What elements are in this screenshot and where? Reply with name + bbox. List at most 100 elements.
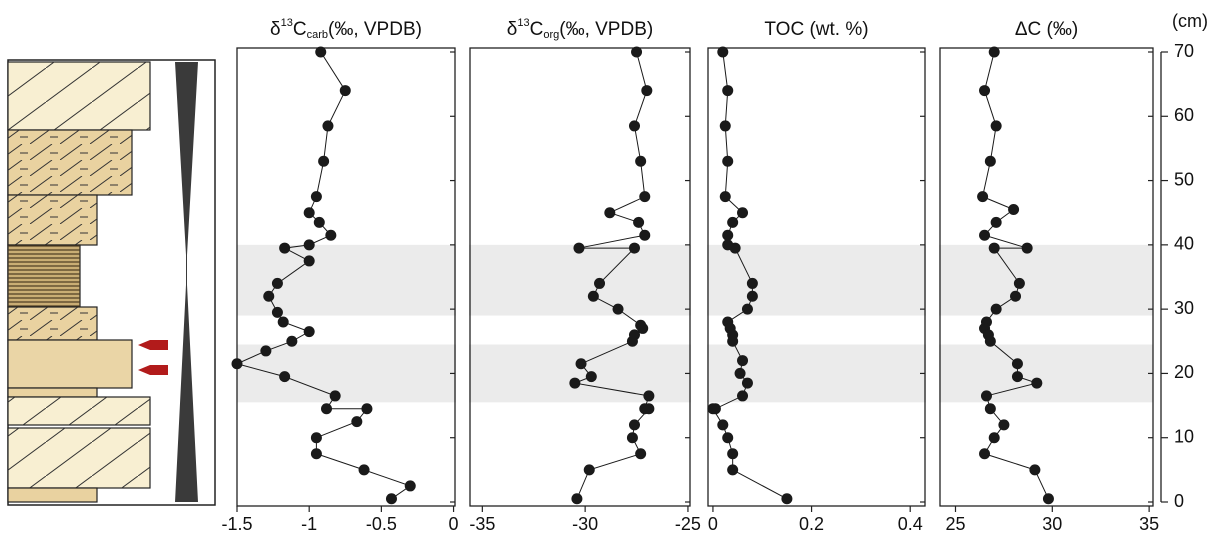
data-point xyxy=(628,120,640,132)
data-point xyxy=(231,358,243,370)
data-point xyxy=(639,229,651,241)
data-point xyxy=(329,390,341,402)
data-point xyxy=(727,335,739,347)
data-point xyxy=(746,290,758,302)
data-point xyxy=(260,345,272,357)
panel-title-part: δ xyxy=(507,19,518,40)
data-point xyxy=(727,216,739,228)
y-tick-label: 50 xyxy=(1174,169,1194,189)
data-point xyxy=(322,120,334,132)
panel-title: ΔC (‰) xyxy=(1015,19,1078,40)
data-point xyxy=(583,464,595,476)
data-point xyxy=(990,303,1002,315)
data-point xyxy=(984,403,996,415)
panel-frame xyxy=(707,47,926,507)
data-point xyxy=(571,493,583,505)
data-point xyxy=(310,432,322,444)
x-tick-label: 30 xyxy=(1042,514,1062,534)
panel-title: δ13Ccarb(‰, VPDB) xyxy=(270,17,422,41)
data-point xyxy=(979,448,991,460)
data-point xyxy=(569,377,581,389)
panel-title: δ13Corg(‰, VPDB) xyxy=(507,17,653,41)
data-point xyxy=(1010,290,1022,302)
data-point xyxy=(585,371,597,383)
data-point xyxy=(984,155,996,167)
data-point xyxy=(1029,464,1041,476)
data-point xyxy=(637,322,649,334)
data-point xyxy=(643,390,655,402)
data-point xyxy=(604,207,616,219)
y-tick-label: 10 xyxy=(1174,426,1194,446)
x-tick-label: 0 xyxy=(449,514,459,534)
data-point xyxy=(575,358,587,370)
data-point xyxy=(612,303,624,315)
data-point xyxy=(351,416,363,428)
data-point xyxy=(988,432,1000,444)
data-point xyxy=(587,290,599,302)
data-point xyxy=(722,85,734,97)
data-point xyxy=(719,120,731,132)
data-point xyxy=(361,403,373,415)
panel-frame xyxy=(469,47,691,507)
y-tick-label: 60 xyxy=(1174,105,1194,125)
data-point xyxy=(984,335,996,347)
data-point xyxy=(741,303,753,315)
data-point xyxy=(315,46,327,58)
data-point xyxy=(318,155,330,167)
data-point xyxy=(310,448,322,460)
data-point xyxy=(722,229,734,241)
panel-title-part: 13 xyxy=(517,17,529,29)
x-tick-label: -1.5 xyxy=(221,514,252,534)
data-point xyxy=(263,290,275,302)
panel-title-part: (‰, VPDB) xyxy=(328,19,422,40)
y-axis-label: (cm) xyxy=(1172,11,1208,31)
data-point xyxy=(727,448,739,460)
x-tick-label: 0.4 xyxy=(898,514,923,534)
data-point xyxy=(998,419,1010,431)
panel-title-part: (‰, VPDB) xyxy=(559,19,653,40)
data-point xyxy=(707,403,719,415)
data-point xyxy=(977,191,989,203)
x-tick-label: -1 xyxy=(301,514,317,534)
data-point xyxy=(643,403,655,415)
data-point xyxy=(1031,377,1043,389)
panel-title-part: C xyxy=(293,19,307,40)
data-point xyxy=(979,229,991,241)
data-point xyxy=(635,155,647,167)
data-point xyxy=(722,155,734,167)
panel-gap xyxy=(456,46,469,508)
data-point xyxy=(737,207,749,219)
data-point xyxy=(626,335,638,347)
x-tick-label: 0 xyxy=(708,514,718,534)
data-point xyxy=(1011,371,1023,383)
data-point xyxy=(628,242,640,254)
x-tick-label: -0.5 xyxy=(366,514,397,534)
data-point xyxy=(717,46,729,58)
panel-frame xyxy=(939,47,1154,507)
data-point xyxy=(719,191,731,203)
data-point xyxy=(626,432,638,444)
y-tick-label: 0 xyxy=(1174,491,1184,511)
panel-title-part: 13 xyxy=(281,17,293,29)
panel-gap xyxy=(926,46,939,508)
data-point xyxy=(979,85,991,97)
data-point xyxy=(741,377,753,389)
x-tick-label: 35 xyxy=(1139,514,1159,534)
data-point xyxy=(358,464,370,476)
data-point xyxy=(303,239,315,251)
panel-title-part: C xyxy=(530,19,544,40)
data-point xyxy=(1013,277,1025,289)
x-tick-label: 25 xyxy=(945,514,965,534)
x-tick-label: -35 xyxy=(469,514,495,534)
data-point xyxy=(1011,358,1023,370)
data-point xyxy=(729,242,741,254)
x-tick-label: -30 xyxy=(572,514,598,534)
data-point xyxy=(737,355,749,367)
data-point xyxy=(303,207,315,219)
data-point xyxy=(303,326,315,338)
y-tick-label: 30 xyxy=(1174,298,1194,318)
y-tick-label: 70 xyxy=(1174,41,1194,61)
data-point xyxy=(988,46,1000,58)
data-point xyxy=(279,242,291,254)
